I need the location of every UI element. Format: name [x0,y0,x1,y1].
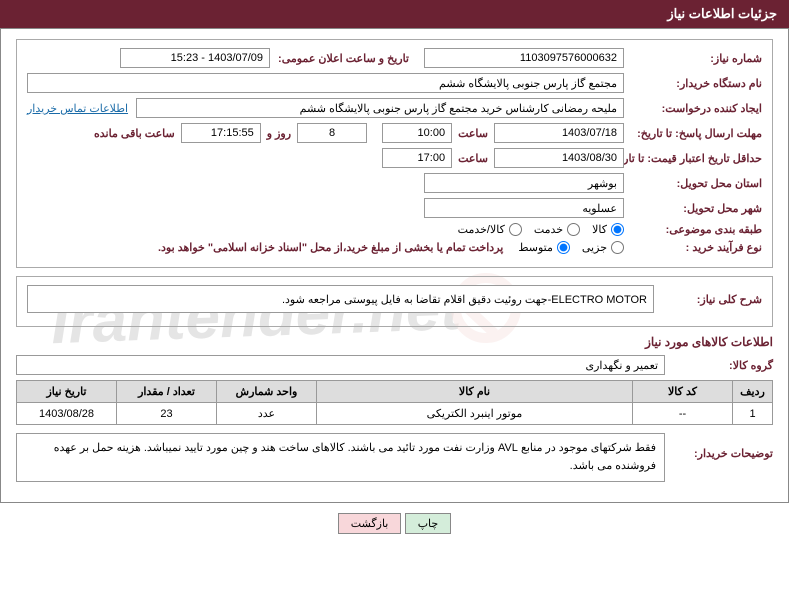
deadline-remain: ساعت باقی مانده [94,127,175,140]
col-qty: تعداد / مقدار [117,381,217,403]
items-table: ردیف کد کالا نام کالا واحد شمارش تعداد /… [16,380,773,425]
table-row: 1 -- موتور اینبرد الکتریکی عدد 23 1403/0… [17,403,773,425]
buyer-desc-value: فقط شرکتهای موجود در منابع AVL وزارت نفت… [16,433,665,482]
group-value: تعمیر و نگهداری [16,355,665,375]
col-idx: ردیف [733,381,773,403]
cell-name: موتور اینبرد الکتریکی [317,403,633,425]
deadline-date: 1403/07/18 [494,123,624,143]
process-radios: جزیی متوسط [518,241,624,254]
cell-date: 1403/08/28 [17,403,117,425]
buyer-value: مجتمع گاز پارس جنوبی پالایشگاه ششم [27,73,624,93]
button-bar: چاپ بازگشت [0,513,789,534]
cell-code: -- [633,403,733,425]
overall-label: شرح کلی نیاز: [662,293,762,306]
announce-value: 1403/07/09 - 15:23 [120,48,270,68]
info-panel: شماره نیاز: 1103097576000632 تاریخ و ساع… [16,39,773,268]
col-date: تاریخ نیاز [17,381,117,403]
province-label: استان محل تحویل: [632,177,762,190]
requester-label: ایجاد کننده درخواست: [632,102,762,115]
category-opt-0[interactable]: کالا [592,223,624,236]
page-header: جزئیات اطلاعات نیاز [0,0,789,28]
cell-idx: 1 [733,403,773,425]
col-code: کد کالا [633,381,733,403]
need-no-label: شماره نیاز: [632,52,762,65]
validity-date: 1403/08/30 [494,148,624,168]
contact-link[interactable]: اطلاعات تماس خریدار [27,102,128,115]
back-button[interactable]: بازگشت [338,513,402,534]
group-label: گروه کالا: [673,359,773,372]
deadline-days-suffix: روز و [267,127,291,140]
city-label: شهر محل تحویل: [632,202,762,215]
process-note: پرداخت تمام یا بخشی از مبلغ خرید،از محل … [158,241,503,254]
process-opt-1[interactable]: متوسط [518,241,570,254]
city-value: عسلویه [424,198,624,218]
overall-value: ELECTRO MOTOR-جهت روئیت دقیق اقلام تقاضا… [27,285,654,313]
category-label: طبقه بندی موضوعی: [632,223,762,236]
deadline-countdown: 17:15:55 [181,123,261,143]
buyer-desc-label: توضیحات خریدار: [673,433,773,460]
deadline-days: 8 [297,123,367,143]
main-container: Irantender.net شماره نیاز: 1103097576000… [0,28,789,503]
page-title: جزئیات اطلاعات نیاز [667,6,777,21]
category-radios: کالا خدمت کالا/خدمت [458,223,624,236]
cell-qty: 23 [117,403,217,425]
cell-unit: عدد [217,403,317,425]
deadline-time-label: ساعت [458,127,488,140]
col-name: نام کالا [317,381,633,403]
category-opt-1[interactable]: خدمت [534,223,580,236]
province-value: بوشهر [424,173,624,193]
print-button[interactable]: چاپ [405,513,452,534]
deadline-time: 10:00 [382,123,452,143]
deadline-label: مهلت ارسال پاسخ: تا تاریخ: [632,127,762,140]
overall-panel: شرح کلی نیاز: ELECTRO MOTOR-جهت روئیت دق… [16,276,773,327]
requester-value: ملیحه رمضانی کارشناس خرید مجتمع گاز پارس… [136,98,624,118]
validity-label: حداقل تاریخ اعتبار قیمت: تا تاریخ: [632,152,762,165]
table-header-row: ردیف کد کالا نام کالا واحد شمارش تعداد /… [17,381,773,403]
process-label: نوع فرآیند خرید : [632,241,762,254]
col-unit: واحد شمارش [217,381,317,403]
category-opt-2[interactable]: کالا/خدمت [458,223,522,236]
announce-label: تاریخ و ساعت اعلان عمومی: [278,52,409,65]
need-no-value: 1103097576000632 [424,48,624,68]
validity-time-label: ساعت [458,152,488,165]
items-title: اطلاعات کالاهای مورد نیاز [16,335,773,349]
process-opt-0[interactable]: جزیی [582,241,624,254]
validity-time: 17:00 [382,148,452,168]
buyer-label: نام دستگاه خریدار: [632,77,762,90]
